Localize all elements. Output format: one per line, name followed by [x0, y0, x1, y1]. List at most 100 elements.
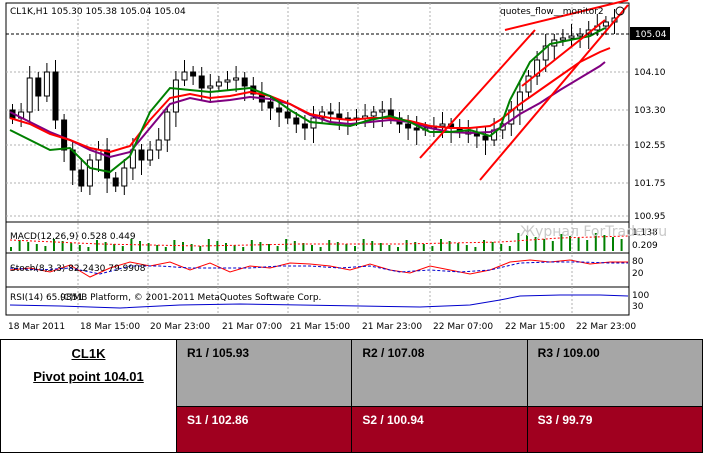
macd-bar — [336, 242, 339, 251]
candle-body — [379, 109, 386, 113]
current-price-label: 105.04 — [635, 30, 667, 40]
moving-average-mid — [9, 47, 611, 154]
candle-body — [147, 149, 154, 161]
macd-bar — [225, 243, 227, 251]
support-1-cell: S1 / 102.86 — [175, 405, 353, 453]
macd-bar — [422, 244, 425, 251]
candle-body — [336, 113, 343, 119]
price-tick: 103.30 — [634, 106, 666, 116]
candle-body — [276, 107, 283, 113]
macd-bar — [551, 241, 554, 251]
macd-bar — [508, 246, 511, 251]
pivot-levels-table: CL1K Pivot point 104.01 R1 / 105.93 R2 /… — [0, 339, 703, 453]
price-tick: 101.75 — [634, 179, 666, 189]
macd-bar — [268, 244, 270, 251]
macd-bar — [104, 242, 107, 251]
moving-average-slow — [9, 61, 606, 159]
candle-body — [293, 117, 300, 125]
candle-body — [370, 111, 377, 117]
macd-bar — [474, 247, 477, 251]
macd-bar — [405, 240, 408, 251]
macd-bar — [379, 243, 382, 251]
channel-top — [504, 0, 629, 31]
indicator-settings-icon — [615, 6, 625, 16]
macd-bar — [328, 240, 331, 251]
candle-body — [207, 85, 214, 89]
current-price-box — [630, 27, 670, 40]
macd-bar — [311, 245, 313, 251]
macd-bar — [388, 245, 391, 251]
candle-body — [577, 33, 584, 37]
macd-bar — [414, 242, 417, 251]
time-label: 18 Mar 2011 — [8, 322, 65, 332]
candle-body — [104, 149, 111, 179]
resistance-3-cell: R3 / 109.00 — [526, 339, 703, 407]
macd-bar — [612, 237, 614, 251]
candle-body — [534, 59, 541, 77]
macd-bar — [577, 238, 580, 251]
price-chart[interactable]: 105.04 CL1K,H1 105.30 105.38 105.04 105.… — [0, 0, 703, 338]
candle-body — [568, 35, 575, 39]
candle-body — [61, 119, 68, 151]
candle-body — [43, 71, 50, 97]
macd-bar — [182, 242, 184, 251]
macd-bar — [53, 239, 55, 251]
resistance-3: R3 / 109.00 — [537, 346, 600, 360]
macd-bar — [448, 241, 451, 251]
resistance-2: R2 / 107.08 — [362, 346, 425, 360]
channel-inner — [521, 19, 606, 87]
stoch-scale-top: 80 — [632, 257, 644, 267]
time-label: 22 Mar 23:00 — [576, 322, 636, 332]
macd-bar — [250, 240, 253, 251]
stoch-label: Stoch(8,3,3) 82.2430 79.9908 — [10, 264, 146, 274]
macd-bar — [87, 247, 90, 251]
macd-bar — [18, 240, 21, 251]
pivot-point: Pivot point 104.01 — [33, 369, 144, 384]
support-3-cell: S3 / 99.79 — [526, 405, 703, 453]
support-2-cell: S2 / 100.94 — [351, 405, 528, 453]
candle-body — [121, 167, 128, 187]
macd-bar — [293, 241, 296, 251]
chart-header: CL1K,H1 105.30 105.38 105.04 105.04 — [10, 7, 186, 17]
macd-bar — [302, 243, 305, 251]
macd-bar — [156, 245, 159, 251]
candle-body — [215, 81, 222, 87]
candle-body — [86, 159, 93, 187]
macd-bar — [164, 247, 167, 251]
candle-body — [190, 71, 197, 77]
macd-bar — [190, 244, 193, 251]
macd-bar — [259, 242, 262, 251]
candle-body — [155, 139, 162, 151]
macd-bar — [491, 242, 494, 251]
macd-bar — [397, 247, 399, 251]
macd-bar — [431, 246, 434, 251]
macd-bar — [603, 235, 606, 251]
rsi-label: RSI(14) 65.9851 — [10, 293, 83, 303]
macd-bar — [242, 247, 245, 251]
macd-bar — [362, 239, 365, 251]
macd-bar — [147, 243, 150, 251]
time-label: 22 Mar 07:00 — [433, 322, 493, 332]
macd-bar — [440, 239, 442, 251]
macd-bar — [586, 240, 589, 251]
macd-bar — [569, 236, 571, 251]
candle-body — [198, 75, 205, 89]
macd-bar — [354, 246, 356, 251]
support-3: S3 / 99.79 — [537, 412, 593, 427]
macd-bar — [526, 235, 528, 251]
macd-bar — [594, 233, 597, 251]
macd-bar — [10, 247, 12, 251]
candle-body — [473, 133, 480, 137]
macd-bar — [96, 240, 98, 251]
candle-body — [439, 123, 446, 127]
macd-signal-line — [9, 235, 629, 247]
price-tick: 100.95 — [634, 212, 666, 222]
macd-bar — [285, 239, 288, 251]
macd-bar — [27, 242, 30, 251]
macd-bar — [465, 245, 468, 251]
time-label: 21 Mar 15:00 — [290, 322, 350, 332]
time-label: 21 Mar 23:00 — [362, 322, 422, 332]
indicator-label: quotes_flow__monitor2 — [500, 7, 604, 17]
macd-bar — [216, 241, 219, 251]
support-2: S2 / 100.94 — [362, 412, 424, 427]
